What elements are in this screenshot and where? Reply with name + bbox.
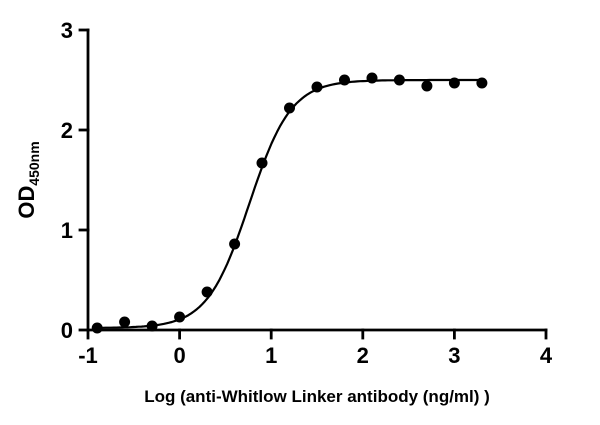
- x-axis-title: Log (anti-Whitlow Linker antibody (ng/ml…: [144, 387, 490, 406]
- x-tick-label: 3: [448, 343, 460, 368]
- data-point: [339, 74, 350, 86]
- data-point: [91, 322, 103, 334]
- data-point: [366, 72, 378, 84]
- x-tick-label: 0: [173, 343, 185, 368]
- x-tick-label: 1: [265, 343, 277, 368]
- y-tick-label: 3: [61, 18, 73, 43]
- data-point: [119, 316, 131, 328]
- x-tick-label: -1: [78, 343, 98, 368]
- y-tick-label: 1: [61, 218, 73, 243]
- y-tick-label: 0: [61, 318, 73, 343]
- data-point: [311, 81, 323, 93]
- data-point: [174, 311, 186, 323]
- data-point: [393, 74, 405, 86]
- y-axis-title: OD450nm: [14, 141, 42, 218]
- axes: [78, 28, 548, 340]
- x-tick-label: 2: [357, 343, 369, 368]
- data-point: [421, 80, 433, 92]
- data-point: [448, 77, 460, 89]
- data-point: [256, 157, 268, 169]
- data-point: [146, 320, 158, 332]
- y-tick-label: 2: [61, 118, 73, 143]
- x-tick-label: 4: [540, 343, 553, 368]
- data-point: [229, 238, 241, 250]
- data-point: [201, 286, 213, 298]
- data-point: [284, 102, 295, 114]
- fit-curve: [94, 78, 482, 329]
- data-point: [476, 77, 488, 89]
